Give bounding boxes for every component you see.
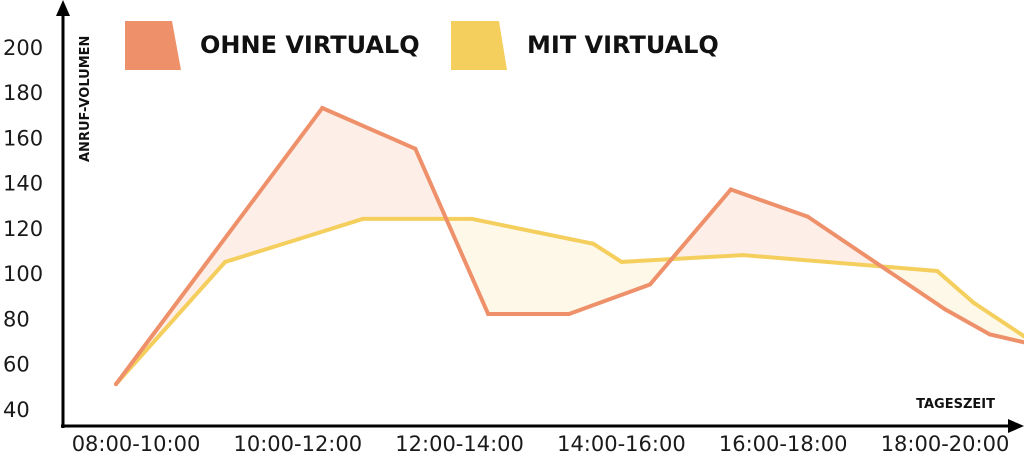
x-tick-label-4: 16:00-18:00: [719, 432, 848, 456]
y-tick-label-100: 100: [3, 262, 43, 286]
y-tick-label-140: 140: [3, 172, 43, 196]
x-tick-label-3: 14:00-16:00: [557, 432, 686, 456]
fill-segment: [362, 125, 416, 220]
series-lines: [114, 105, 1024, 387]
data-point-1-3: [360, 216, 365, 221]
fill-between-areas: [115, 107, 1024, 385]
y-axis-title: ANRUF-VOLUMEN: [78, 36, 93, 162]
data-point-0-4: [567, 311, 572, 316]
fill-segment: [297, 107, 323, 240]
data-point-1-2: [296, 237, 301, 242]
y-tick-label-60: 60: [3, 353, 30, 377]
fill-segment: [321, 107, 364, 233]
data-point-0-2: [413, 146, 418, 151]
y-axis-arrow-icon: [56, 0, 70, 16]
y-tick-label-40: 40: [3, 398, 30, 422]
x-tick-labels: 08:00-10:00 10:00-12:00 12:00-14:00 14:00-1…: [72, 432, 1010, 456]
x-tick-label-1: 10:00-12:00: [233, 432, 362, 456]
y-tick-label-200: 200: [3, 36, 43, 60]
legend: OHNE VIRTUALQ MIT VIRTUALQ: [125, 21, 719, 70]
data-point-0-7: [805, 214, 810, 219]
data-point-1-8: [935, 268, 940, 273]
data-point-0-1: [320, 106, 325, 111]
y-tick-labels: 40 60 80 100 120 140 160 180 200: [3, 36, 43, 422]
legend-label-mit-virtualq: MIT VIRTUALQ: [527, 31, 719, 59]
fill-segment: [730, 189, 744, 257]
data-point-0-9: [987, 332, 992, 337]
data-point-0-6: [728, 187, 733, 192]
data-point-1-5: [591, 241, 596, 246]
y-tick-label-80: 80: [3, 307, 30, 331]
data-point-0-8: [943, 307, 948, 312]
data-point-0-5: [647, 282, 652, 287]
data-point-0-0: [114, 382, 118, 387]
data-point-1-4: [469, 216, 474, 221]
fill-segment: [568, 238, 594, 315]
legend-label-ohne-virtualq: OHNE VIRTUALQ: [200, 31, 420, 59]
data-point-1-6: [619, 259, 624, 264]
y-tick-label-160: 160: [3, 126, 43, 150]
data-point-1-7: [740, 253, 745, 258]
legend-swatch-mit-virtualq: [451, 21, 507, 70]
y-tick-label-180: 180: [3, 81, 43, 105]
data-point-1-9: [971, 300, 976, 305]
data-point-1-1: [223, 259, 228, 264]
x-tick-label-5: 18:00-20:00: [881, 432, 1010, 456]
x-tick-label-0: 08:00-10:00: [72, 432, 201, 456]
data-point-0-3: [486, 311, 491, 316]
x-tick-label-2: 12:00-14:00: [395, 432, 524, 456]
y-tick-label-120: 120: [3, 217, 43, 241]
x-axis-arrow-icon: [1008, 419, 1024, 433]
x-axis-title: TAGESZEIT: [916, 397, 995, 412]
legend-swatch-ohne-virtualq: [125, 21, 181, 70]
